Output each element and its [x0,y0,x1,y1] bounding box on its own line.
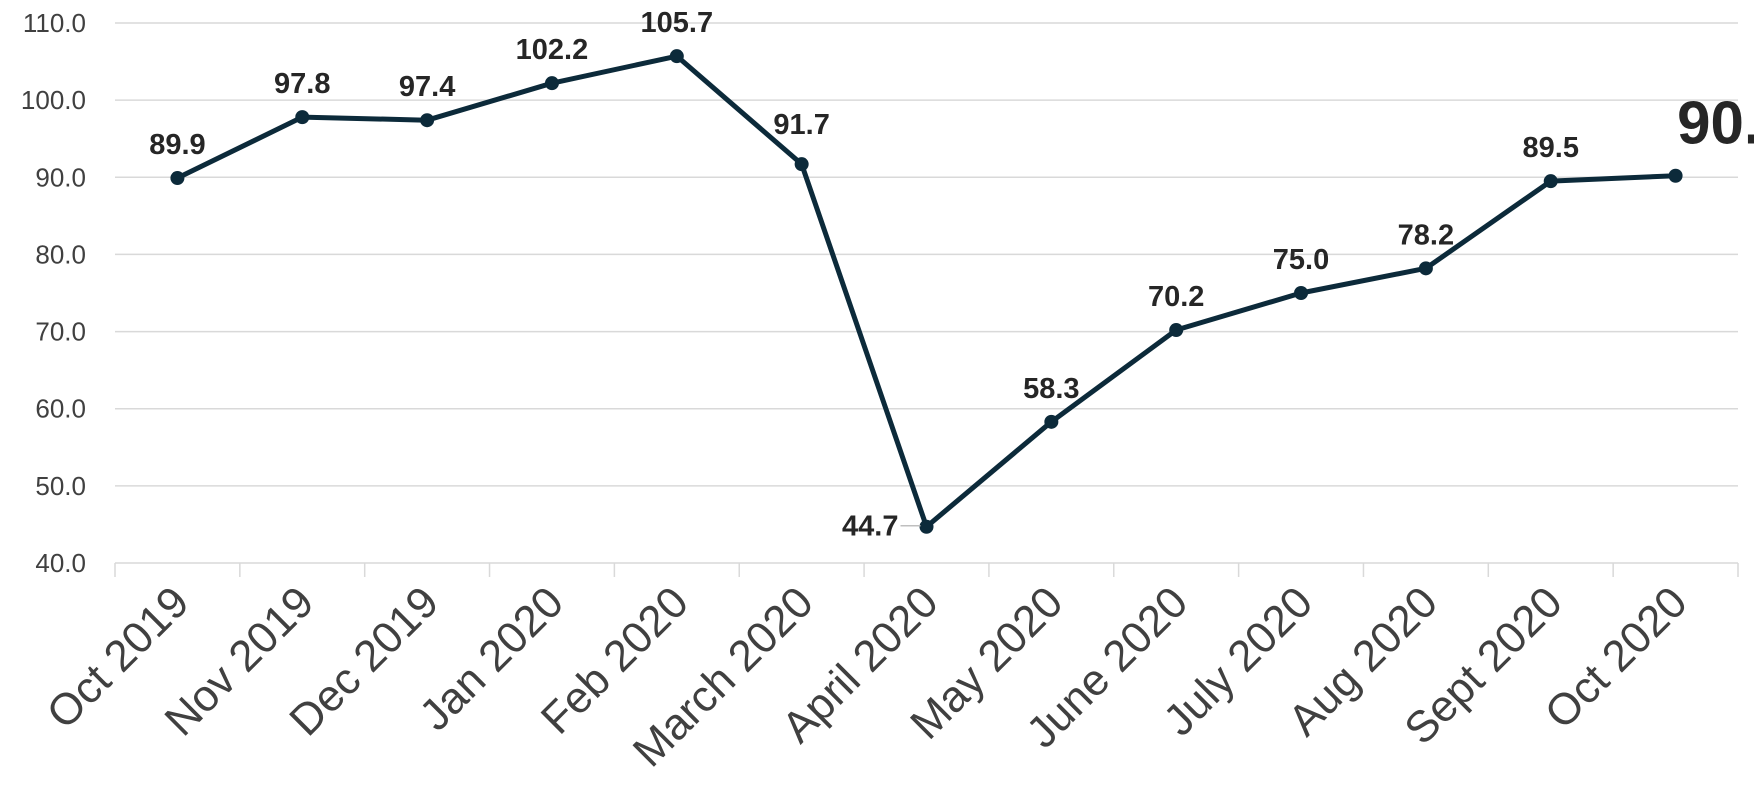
data-label: 44.7 [842,511,898,543]
data-label: 91.7 [773,109,829,141]
data-label: 89.9 [149,129,205,161]
data-label: 75.0 [1273,244,1329,276]
data-point-marker [1418,261,1433,276]
data-point-marker [544,76,559,91]
data-label: 102.2 [516,34,589,66]
data-point-marker [295,110,310,125]
data-point-marker [1543,174,1558,189]
y-tick-label: 50.0 [35,471,86,501]
data-label: 97.4 [399,71,455,103]
y-tick-label: 40.0 [35,548,86,578]
y-tick-label: 80.0 [35,239,86,269]
y-tick-label: 90.0 [35,162,86,192]
series-line [176,53,1676,530]
y-tick-label: 110.0 [23,8,86,38]
data-label: 89.5 [1523,132,1579,164]
data-point-marker [1668,168,1683,183]
series-line-group [170,49,1683,534]
data-label: 105.7 [641,7,714,39]
data-label: 70.2 [1148,281,1204,313]
data-point-marker [1294,286,1309,300]
data-point-marker [919,519,934,534]
y-tick-label: 70.0 [35,317,86,347]
data-point-marker [669,49,684,64]
data-label: 58.3 [1023,373,1079,405]
data-point-marker [420,113,435,128]
y-tick-label: 60.0 [35,394,86,424]
data-label: 97.8 [274,68,330,100]
y-tick-label: 100.0 [21,85,86,115]
gridlines [115,22,1738,487]
data-labels: 89.9 97.8 97.4 102.2 105.7 91.7 44.7 58.3 70.2 75… [149,7,1754,543]
highlighted-data-label: 90.2 [1677,90,1754,157]
data-point-marker [1169,323,1184,338]
data-point-marker [170,171,185,186]
data-label: 78.2 [1398,219,1454,251]
data-point-marker [1044,414,1059,429]
y-axis: 40.0 50.0 60.0 70.0 80.0 90.0 100.0 110.0 [21,8,86,578]
data-point-marker [794,157,809,172]
